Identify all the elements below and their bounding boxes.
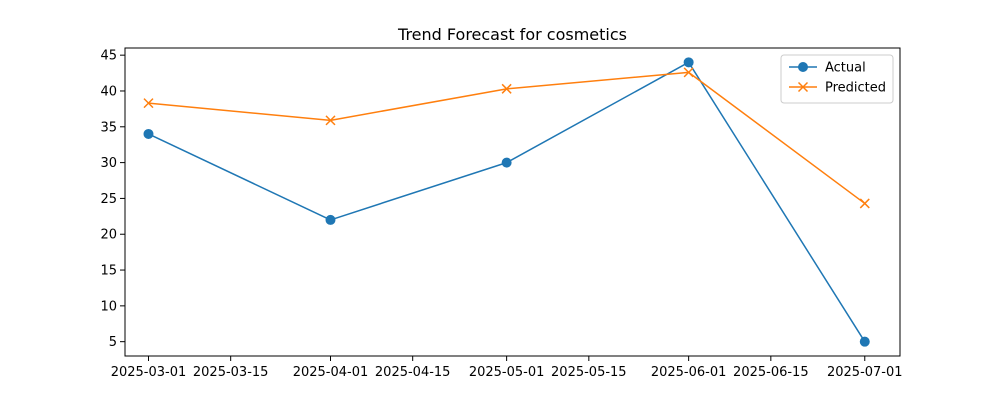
y-tick-label: 5 bbox=[109, 335, 117, 350]
y-tick-label: 40 bbox=[100, 84, 117, 99]
plot-frame bbox=[124, 47, 901, 357]
x-tick-label: 2025-04-01 bbox=[293, 365, 369, 380]
legend-item-predicted: Predicted bbox=[789, 81, 886, 96]
plot-area bbox=[143, 57, 870, 347]
axes: 2025-03-01 2025-03-15 2025-04-01 2025-04-15… bbox=[100, 49, 902, 380]
x-marker-stroke bbox=[797, 81, 809, 93]
x-marker-stroke bbox=[501, 83, 512, 94]
data-point-actual bbox=[859, 336, 870, 347]
data-point-actual bbox=[683, 57, 694, 68]
x-marker-stroke bbox=[143, 98, 154, 109]
data-point-predicted bbox=[859, 198, 870, 209]
x-marker-stroke bbox=[325, 115, 336, 126]
data-point-predicted bbox=[501, 83, 512, 94]
y-tick-label: 20 bbox=[100, 228, 117, 243]
x-tick-label: 2025-05-01 bbox=[469, 365, 545, 380]
y-tick-label: 10 bbox=[100, 299, 117, 314]
y-tick-label: 25 bbox=[100, 192, 117, 207]
data-point-predicted bbox=[683, 67, 694, 78]
chart-title: Trend Forecast for cosmetics bbox=[397, 25, 627, 44]
y-tick-label: 30 bbox=[100, 156, 117, 171]
series-predicted bbox=[143, 67, 870, 209]
x-marker-stroke bbox=[859, 198, 870, 209]
legend-marker bbox=[797, 81, 809, 93]
data-point-actual bbox=[143, 128, 154, 139]
series-actual bbox=[143, 57, 870, 347]
x-tick-label: 2025-04-15 bbox=[375, 365, 451, 380]
data-point-predicted bbox=[325, 115, 336, 126]
data-point-actual bbox=[501, 157, 512, 168]
x-marker-stroke bbox=[683, 67, 694, 78]
y-tick-label: 15 bbox=[100, 264, 117, 279]
x-tick-label: 2025-03-01 bbox=[111, 365, 187, 380]
y-tick-label: 45 bbox=[100, 49, 117, 64]
legend: Actual Predicted bbox=[780, 54, 894, 104]
x-tick-label: 2025-05-15 bbox=[551, 365, 627, 380]
legend-marker bbox=[798, 62, 808, 72]
legend-label: Predicted bbox=[825, 81, 886, 96]
x-tick-label: 2025-03-15 bbox=[193, 365, 269, 380]
legend-label: Actual bbox=[825, 61, 866, 76]
x-tick-label: 2025-06-01 bbox=[651, 365, 727, 380]
series-line-actual bbox=[148, 61, 866, 343]
x-tick-label: 2025-06-15 bbox=[733, 365, 809, 380]
series-line-predicted bbox=[148, 71, 866, 205]
x-tick-label: 2025-07-01 bbox=[827, 365, 903, 380]
y-tick-label: 35 bbox=[100, 120, 117, 135]
data-point-predicted bbox=[143, 98, 154, 109]
data-point-actual bbox=[325, 214, 336, 225]
legend-item-actual: Actual bbox=[789, 61, 866, 76]
